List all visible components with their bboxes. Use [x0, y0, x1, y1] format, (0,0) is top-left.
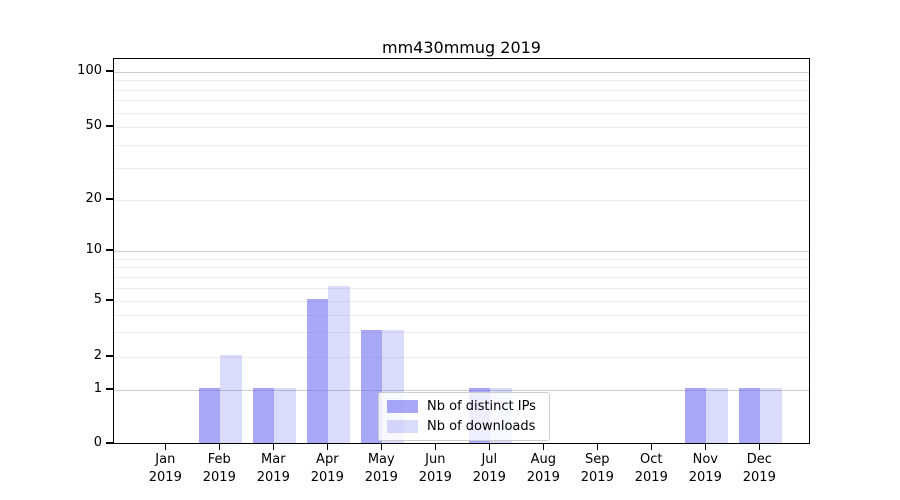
y-gridline-30 — [114, 167, 809, 169]
x-tick-mark-oct-2019 — [650, 444, 653, 450]
bar-nb-of-downloads-dec-2019 — [760, 388, 782, 443]
x-tick-label-feb-2019: Feb 2019 — [202, 452, 236, 485]
y-tick-label-10: 10 — [85, 242, 102, 257]
y-tick-label-0: 0 — [93, 435, 102, 450]
bar-nb-of-distinct-ips-apr-2019 — [306, 299, 329, 443]
y-tick-label-2: 2 — [93, 348, 102, 363]
plot-area: Nb of distinct IPs Nb of downloads — [113, 58, 810, 444]
legend-item-nb-of-distinct-ips: Nb of distinct IPs — [387, 399, 541, 415]
bar-nb-of-distinct-ips-nov-2019 — [684, 388, 707, 443]
legend-label-nb-of-downloads: Nb of downloads — [427, 419, 536, 434]
x-tick-mark-apr-2019 — [326, 444, 329, 450]
y-gridline-5 — [114, 301, 809, 302]
y-tick-mark-100 — [106, 70, 113, 72]
bar-nb-of-distinct-ips-mar-2019 — [252, 388, 275, 443]
x-tick-label-jan-2019: Jan 2019 — [148, 452, 182, 485]
x-tick-mark-aug-2019 — [542, 444, 545, 450]
x-tick-label-aug-2019: Aug 2019 — [526, 452, 560, 485]
x-tick-mark-sep-2019 — [596, 444, 599, 450]
y-gridline-40 — [114, 144, 809, 146]
y-tick-mark-0 — [106, 442, 113, 444]
y-gridline-8 — [114, 267, 809, 269]
y-gridline-9 — [114, 258, 809, 260]
legend-label-nb-of-distinct-ips: Nb of distinct IPs — [427, 399, 536, 414]
y-gridline-3 — [114, 332, 809, 334]
chart-title: mm430mmug 2019 — [382, 38, 541, 57]
bar-nb-of-downloads-mar-2019 — [274, 388, 296, 443]
y-tick-label-50: 50 — [85, 118, 102, 133]
x-tick-label-may-2019: May 2019 — [364, 452, 398, 485]
y-gridline-90 — [114, 80, 809, 82]
y-gridline-4 — [114, 314, 809, 316]
legend-swatch-nb-of-distinct-ips — [387, 400, 418, 413]
x-tick-mark-may-2019 — [380, 444, 383, 450]
y-gridline-6 — [114, 287, 809, 289]
x-tick-label-jun-2019: Jun 2019 — [418, 452, 452, 485]
x-tick-mark-nov-2019 — [704, 444, 707, 450]
y-gridline-100 — [114, 72, 809, 73]
y-tick-mark-2 — [106, 355, 113, 357]
y-tick-label-100: 100 — [77, 63, 102, 78]
bar-nb-of-downloads-nov-2019 — [706, 388, 728, 443]
bar-nb-of-downloads-feb-2019 — [220, 355, 242, 443]
y-tick-mark-50 — [106, 125, 113, 127]
y-gridline-20 — [114, 200, 809, 201]
x-tick-label-jul-2019: Jul 2019 — [472, 452, 506, 485]
legend-swatch-nb-of-downloads — [387, 420, 418, 433]
y-tick-mark-10 — [106, 249, 113, 251]
bar-nb-of-downloads-apr-2019 — [328, 285, 350, 443]
x-tick-mark-mar-2019 — [272, 444, 275, 450]
y-gridline-70 — [114, 100, 809, 102]
legend-item-nb-of-downloads: Nb of downloads — [387, 419, 541, 435]
y-tick-label-20: 20 — [85, 191, 102, 206]
y-gridline-10 — [114, 251, 809, 252]
bar-nb-of-distinct-ips-dec-2019 — [738, 388, 761, 443]
x-tick-label-dec-2019: Dec 2019 — [742, 452, 776, 485]
y-gridline-7 — [114, 276, 809, 278]
x-tick-label-sep-2019: Sep 2019 — [580, 452, 614, 485]
x-tick-mark-jul-2019 — [488, 444, 491, 450]
x-tick-mark-dec-2019 — [758, 444, 761, 450]
x-tick-mark-jun-2019 — [434, 444, 437, 450]
x-tick-label-nov-2019: Nov 2019 — [688, 452, 722, 485]
x-tick-label-mar-2019: Mar 2019 — [256, 452, 290, 485]
y-gridline-50 — [114, 127, 809, 128]
y-tick-label-5: 5 — [93, 292, 102, 307]
bar-nb-of-distinct-ips-may-2019 — [360, 330, 383, 443]
x-tick-mark-feb-2019 — [218, 444, 221, 450]
legend: Nb of distinct IPs Nb of downloads — [378, 392, 550, 441]
bar-nb-of-distinct-ips-feb-2019 — [198, 388, 221, 443]
y-gridline-80 — [114, 89, 809, 91]
x-tick-label-apr-2019: Apr 2019 — [310, 452, 344, 485]
x-tick-mark-jan-2019 — [164, 444, 167, 450]
y-tick-mark-1 — [106, 388, 113, 390]
x-tick-label-oct-2019: Oct 2019 — [634, 452, 668, 485]
y-tick-mark-20 — [106, 198, 113, 200]
y-tick-mark-5 — [106, 299, 113, 301]
y-gridline-2 — [114, 357, 809, 358]
y-tick-label-1: 1 — [93, 381, 102, 396]
y-gridline-1 — [114, 390, 809, 391]
y-gridline-60 — [114, 112, 809, 114]
